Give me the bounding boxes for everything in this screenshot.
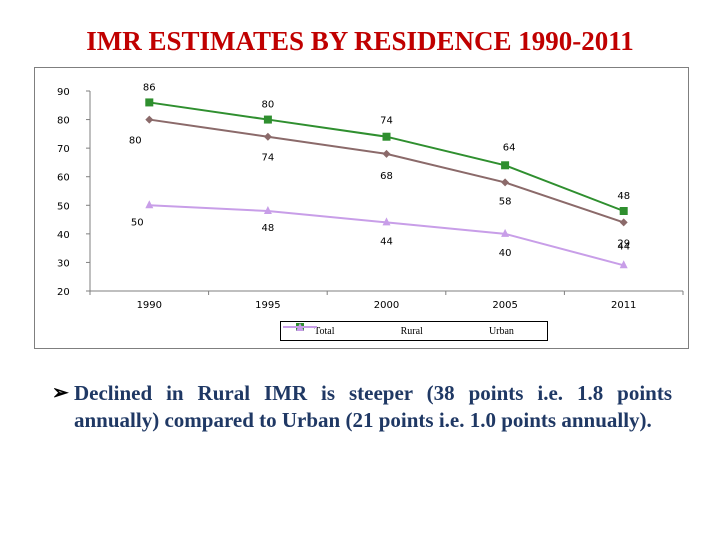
y-tick-label: 60 <box>57 173 70 184</box>
data-label-urban: 44 <box>380 236 393 247</box>
chart-frame: 20 30 40 50 60 70 80 90 1990 1995 2000 2005 2011 80 74… <box>34 67 689 349</box>
y-tick-label: 50 <box>57 201 70 212</box>
y-tick-label: 30 <box>57 258 70 269</box>
data-label-total: 44 <box>617 241 630 252</box>
slide-title: IMR ESTIMATES BY RESIDENCE 1990-2011 <box>86 26 634 56</box>
data-label-rural: 86 <box>143 82 156 93</box>
data-point-urban <box>382 217 391 226</box>
data-point-urban <box>501 228 510 237</box>
data-label-urban: 40 <box>499 248 512 259</box>
data-label-rural: 74 <box>380 116 393 127</box>
series-line-urban <box>149 204 624 267</box>
y-tick-label: 90 <box>57 87 70 98</box>
chart-legend: Total Rural Urban <box>280 321 548 341</box>
data-point-total <box>145 115 154 124</box>
data-label-total: 80 <box>129 136 142 147</box>
data-label-urban: 29 <box>617 238 630 249</box>
x-tick-label: 1990 <box>137 300 162 311</box>
data-point-total <box>619 218 628 227</box>
y-tick-label: 40 <box>57 230 70 241</box>
data-point-rural <box>145 98 154 107</box>
data-label-total: 68 <box>380 171 393 182</box>
data-point-rural <box>619 207 628 215</box>
legend-item-rural: Rural <box>283 323 423 337</box>
data-label-rural: 80 <box>262 100 275 111</box>
data-label-rural: 48 <box>617 191 630 202</box>
data-point-rural <box>263 115 272 124</box>
x-tick-label: 1995 <box>255 300 280 311</box>
data-label-total: 74 <box>262 153 275 164</box>
y-tick-label: 80 <box>57 116 70 127</box>
data-point-total <box>263 132 272 141</box>
x-tick-label: 2000 <box>374 300 399 311</box>
line-chart: 20 30 40 50 60 70 80 90 1990 1995 2000 2005 2011 80 74… <box>57 82 684 311</box>
data-point-urban <box>263 206 272 214</box>
data-label-urban: 50 <box>131 217 144 228</box>
bullet-point: ➢ Declined in Rural IMR is steeper (38 p… <box>52 380 672 434</box>
y-tick-label: 20 <box>57 287 70 298</box>
data-point-total <box>501 178 510 187</box>
legend-label-total: Total <box>314 325 335 337</box>
data-label-total: 58 <box>499 196 512 207</box>
bullet-text: Declined in Rural IMR is steeper (38 poi… <box>74 381 672 432</box>
data-point-rural <box>382 132 391 141</box>
x-tick-label: 2011 <box>611 300 636 311</box>
data-point-rural <box>501 161 510 170</box>
x-tick-label: 2005 <box>492 300 517 311</box>
legend-triangle-icon <box>283 323 317 331</box>
legend-label-urban: Urban <box>488 325 514 337</box>
legend-label-rural: Rural <box>400 325 423 337</box>
data-point-urban <box>145 200 154 209</box>
legend-item-urban: Urban <box>283 323 514 337</box>
data-label-rural: 64 <box>503 142 516 153</box>
data-point-urban <box>619 260 628 269</box>
data-point-total <box>382 149 391 158</box>
arrow-bullet-icon: ➢ <box>52 382 69 404</box>
y-tick-label: 70 <box>57 144 70 155</box>
data-label-urban: 48 <box>262 223 275 234</box>
